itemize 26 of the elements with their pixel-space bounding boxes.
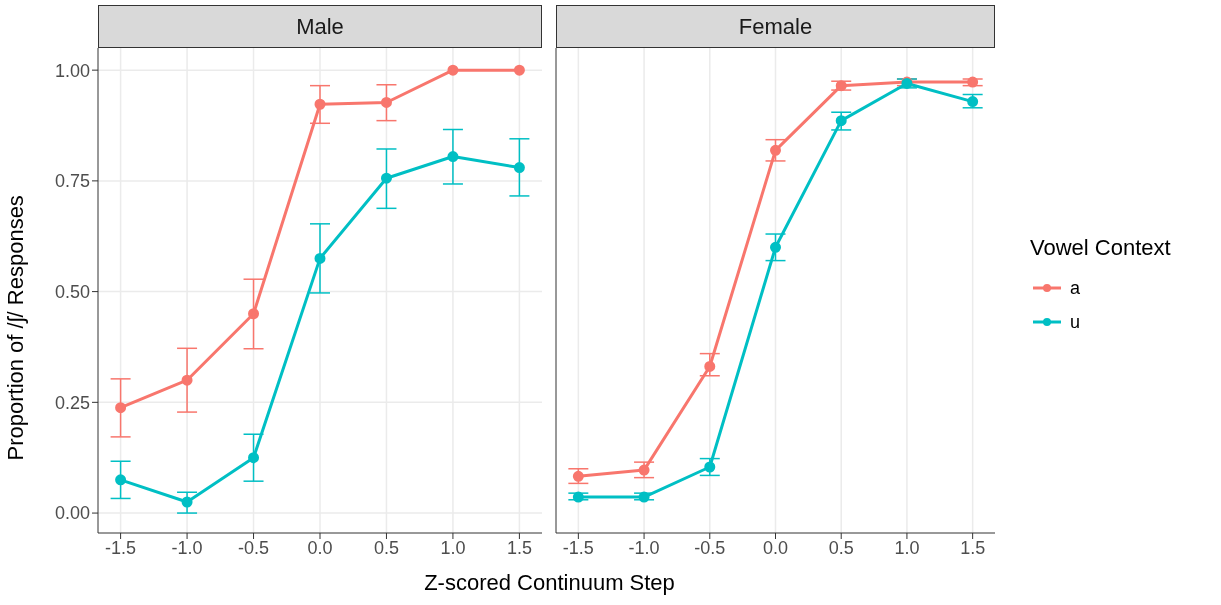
x-tick-label: 1.5: [506, 537, 532, 558]
y-tick-label: 0.25: [54, 392, 90, 413]
x-tick-label: -0.5: [238, 537, 270, 558]
x-tick-label: 1.0: [440, 537, 466, 558]
y-tick-label: 0.50: [54, 282, 90, 302]
legend-label: a: [1070, 277, 1081, 299]
legend-label: u: [1070, 311, 1081, 333]
y-axis-title: Proportion of /ʃ/ Responses: [2, 195, 28, 461]
chart-title: Female: [556, 5, 995, 48]
x-tick-label: -0.5: [694, 537, 726, 558]
x-tick-label: 0.0: [762, 537, 789, 558]
legend-title: Vowel Context: [1030, 235, 1171, 261]
x-tick-label: 0.5: [373, 537, 399, 558]
x-tick-label: -1.0: [628, 537, 660, 558]
x-tick-label: 0.5: [828, 537, 854, 558]
x-tick-label: -1.0: [171, 537, 203, 558]
y-tick-label: 0.75: [54, 171, 90, 192]
chart-title: Male: [98, 5, 542, 48]
x-tick-label: -1.5: [105, 537, 137, 558]
x-tick-label: 1.0: [894, 537, 920, 558]
y-tick-label: 0.00: [54, 503, 90, 524]
x-tick-label: 1.5: [960, 537, 986, 558]
x-tick-label: -1.5: [562, 537, 594, 558]
x-axis-title: Z-scored Continuum Step: [423, 570, 676, 596]
y-tick-label: 1.00: [54, 60, 90, 81]
x-tick-label: 0.0: [307, 537, 333, 558]
